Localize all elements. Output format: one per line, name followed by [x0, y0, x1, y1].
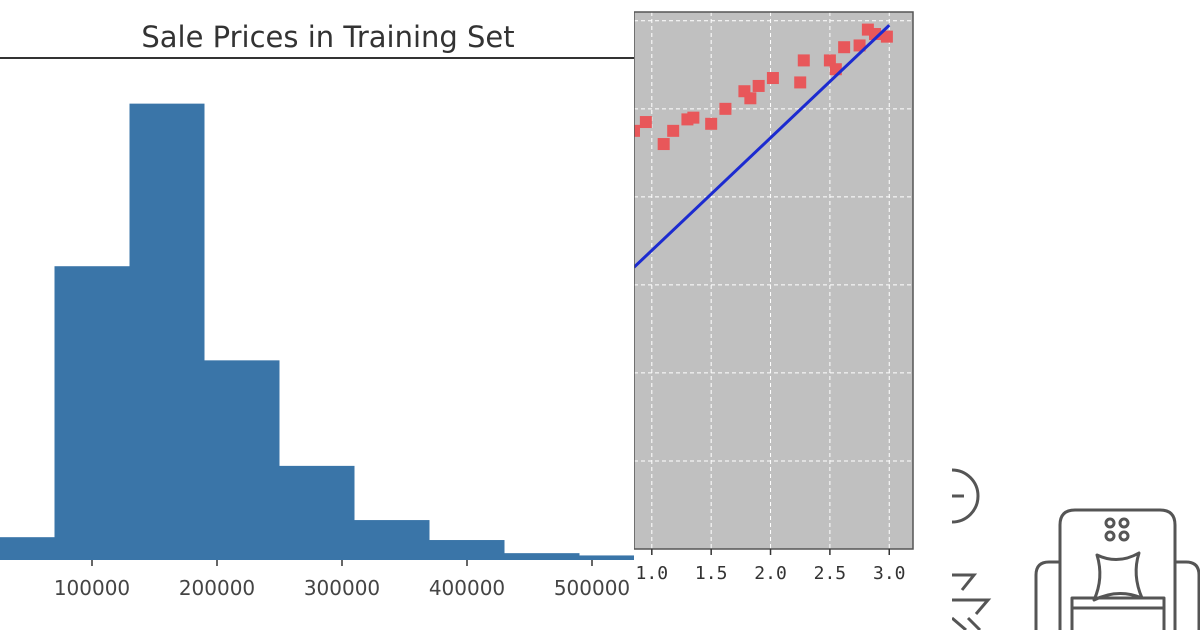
- amenity-icons: [952, 0, 1200, 630]
- x-axis-ticks: 1.0 1.5 2.0 2.5 3.0: [636, 549, 906, 584]
- data-point: [823, 54, 836, 67]
- histogram-bar: [54, 266, 130, 560]
- data-point: [687, 111, 700, 124]
- histogram-bar: [129, 103, 205, 561]
- data-point: [838, 41, 851, 54]
- x-tick-label: 1.0: [636, 563, 669, 584]
- data-points: [634, 23, 893, 151]
- clock-icon: [952, 468, 980, 524]
- data-point: [657, 138, 670, 151]
- reference-line: [634, 24, 891, 269]
- data-point: [794, 76, 807, 89]
- x-tick-label: 2.0: [754, 563, 787, 584]
- data-point: [639, 116, 652, 129]
- armchair-icon: [1034, 508, 1200, 630]
- data-point: [880, 30, 893, 43]
- data-point: [869, 28, 882, 41]
- plot-frame: [634, 11, 914, 550]
- x-tick-label: 400000: [429, 576, 505, 600]
- data-point: [634, 124, 640, 137]
- data-point: [705, 117, 718, 130]
- data-point: [766, 72, 779, 85]
- histogram-bar: [279, 465, 355, 560]
- data-point: [667, 124, 680, 137]
- histogram-bar: [429, 540, 505, 560]
- x-tick-label: 300000: [304, 576, 380, 600]
- sale-price-histogram: Sale Prices in Training Set 100000 200000…: [0, 20, 634, 600]
- histogram-bar: [579, 555, 634, 560]
- x-tick-label: 2.5: [814, 563, 847, 584]
- data-point: [797, 54, 810, 67]
- qq-plot-svg: 1.0 1.5 2.0 2.5 3.0: [634, 11, 914, 584]
- icons-svg: [952, 468, 1200, 630]
- fit-line: [634, 24, 891, 269]
- data-point: [752, 79, 765, 92]
- histogram-bar: [504, 553, 580, 560]
- histogram-svg: Sale Prices in Training Set 100000 200000…: [0, 20, 634, 600]
- x-axis-ticks: 100000 200000 300000 400000 500000: [54, 560, 630, 600]
- faucet-icon: [952, 573, 992, 630]
- chart-title: Sale Prices in Training Set: [141, 20, 514, 54]
- histogram-bar: [204, 360, 280, 560]
- x-tick-label: 3.0: [873, 563, 906, 584]
- histogram-bars: [0, 103, 634, 561]
- x-tick-label: 500000: [554, 576, 630, 600]
- x-tick-label: 100000: [54, 576, 130, 600]
- data-point: [719, 102, 732, 115]
- probability-plot: 1.0 1.5 2.0 2.5 3.0: [634, 0, 952, 630]
- data-point: [744, 92, 757, 105]
- histogram-bar: [354, 520, 430, 560]
- plot-area: [634, 12, 913, 549]
- x-tick-label: 200000: [179, 576, 255, 600]
- histogram-bar: [0, 537, 55, 560]
- x-tick-label: 1.5: [695, 563, 728, 584]
